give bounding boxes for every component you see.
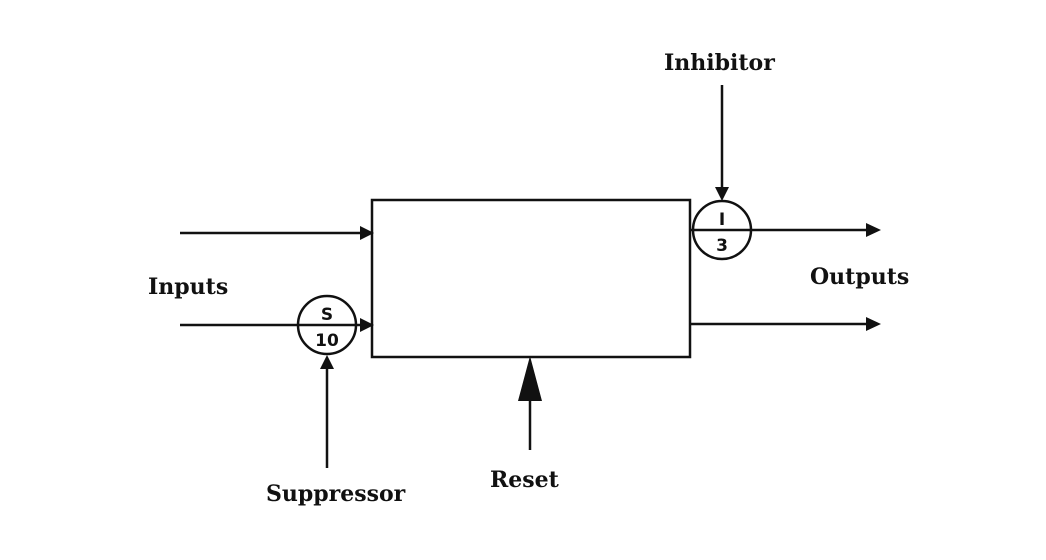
inputs-label: Inputs xyxy=(148,274,228,300)
module-box xyxy=(370,198,692,359)
suppressor-label: Suppressor xyxy=(266,481,406,507)
outputs-label: Outputs xyxy=(810,264,909,290)
reset-label: Reset xyxy=(490,467,560,493)
inhibitor-node-top: I xyxy=(719,210,725,230)
input-arrowhead-2 xyxy=(360,318,374,332)
output-arrowhead-1 xyxy=(866,223,881,237)
suppressor-arrowhead xyxy=(320,355,334,369)
inhibitor-label: Inhibitor xyxy=(664,50,775,76)
reset-arrowhead xyxy=(518,356,542,401)
output-arrowhead-2 xyxy=(866,317,881,331)
input-arrowhead-1 xyxy=(360,226,374,240)
suppressor-node-bottom: 10 xyxy=(315,331,339,351)
inhibitor-node-bottom: 3 xyxy=(716,236,728,256)
suppressor-node-top: S xyxy=(321,305,333,325)
inhibitor-arrowhead xyxy=(715,187,729,201)
